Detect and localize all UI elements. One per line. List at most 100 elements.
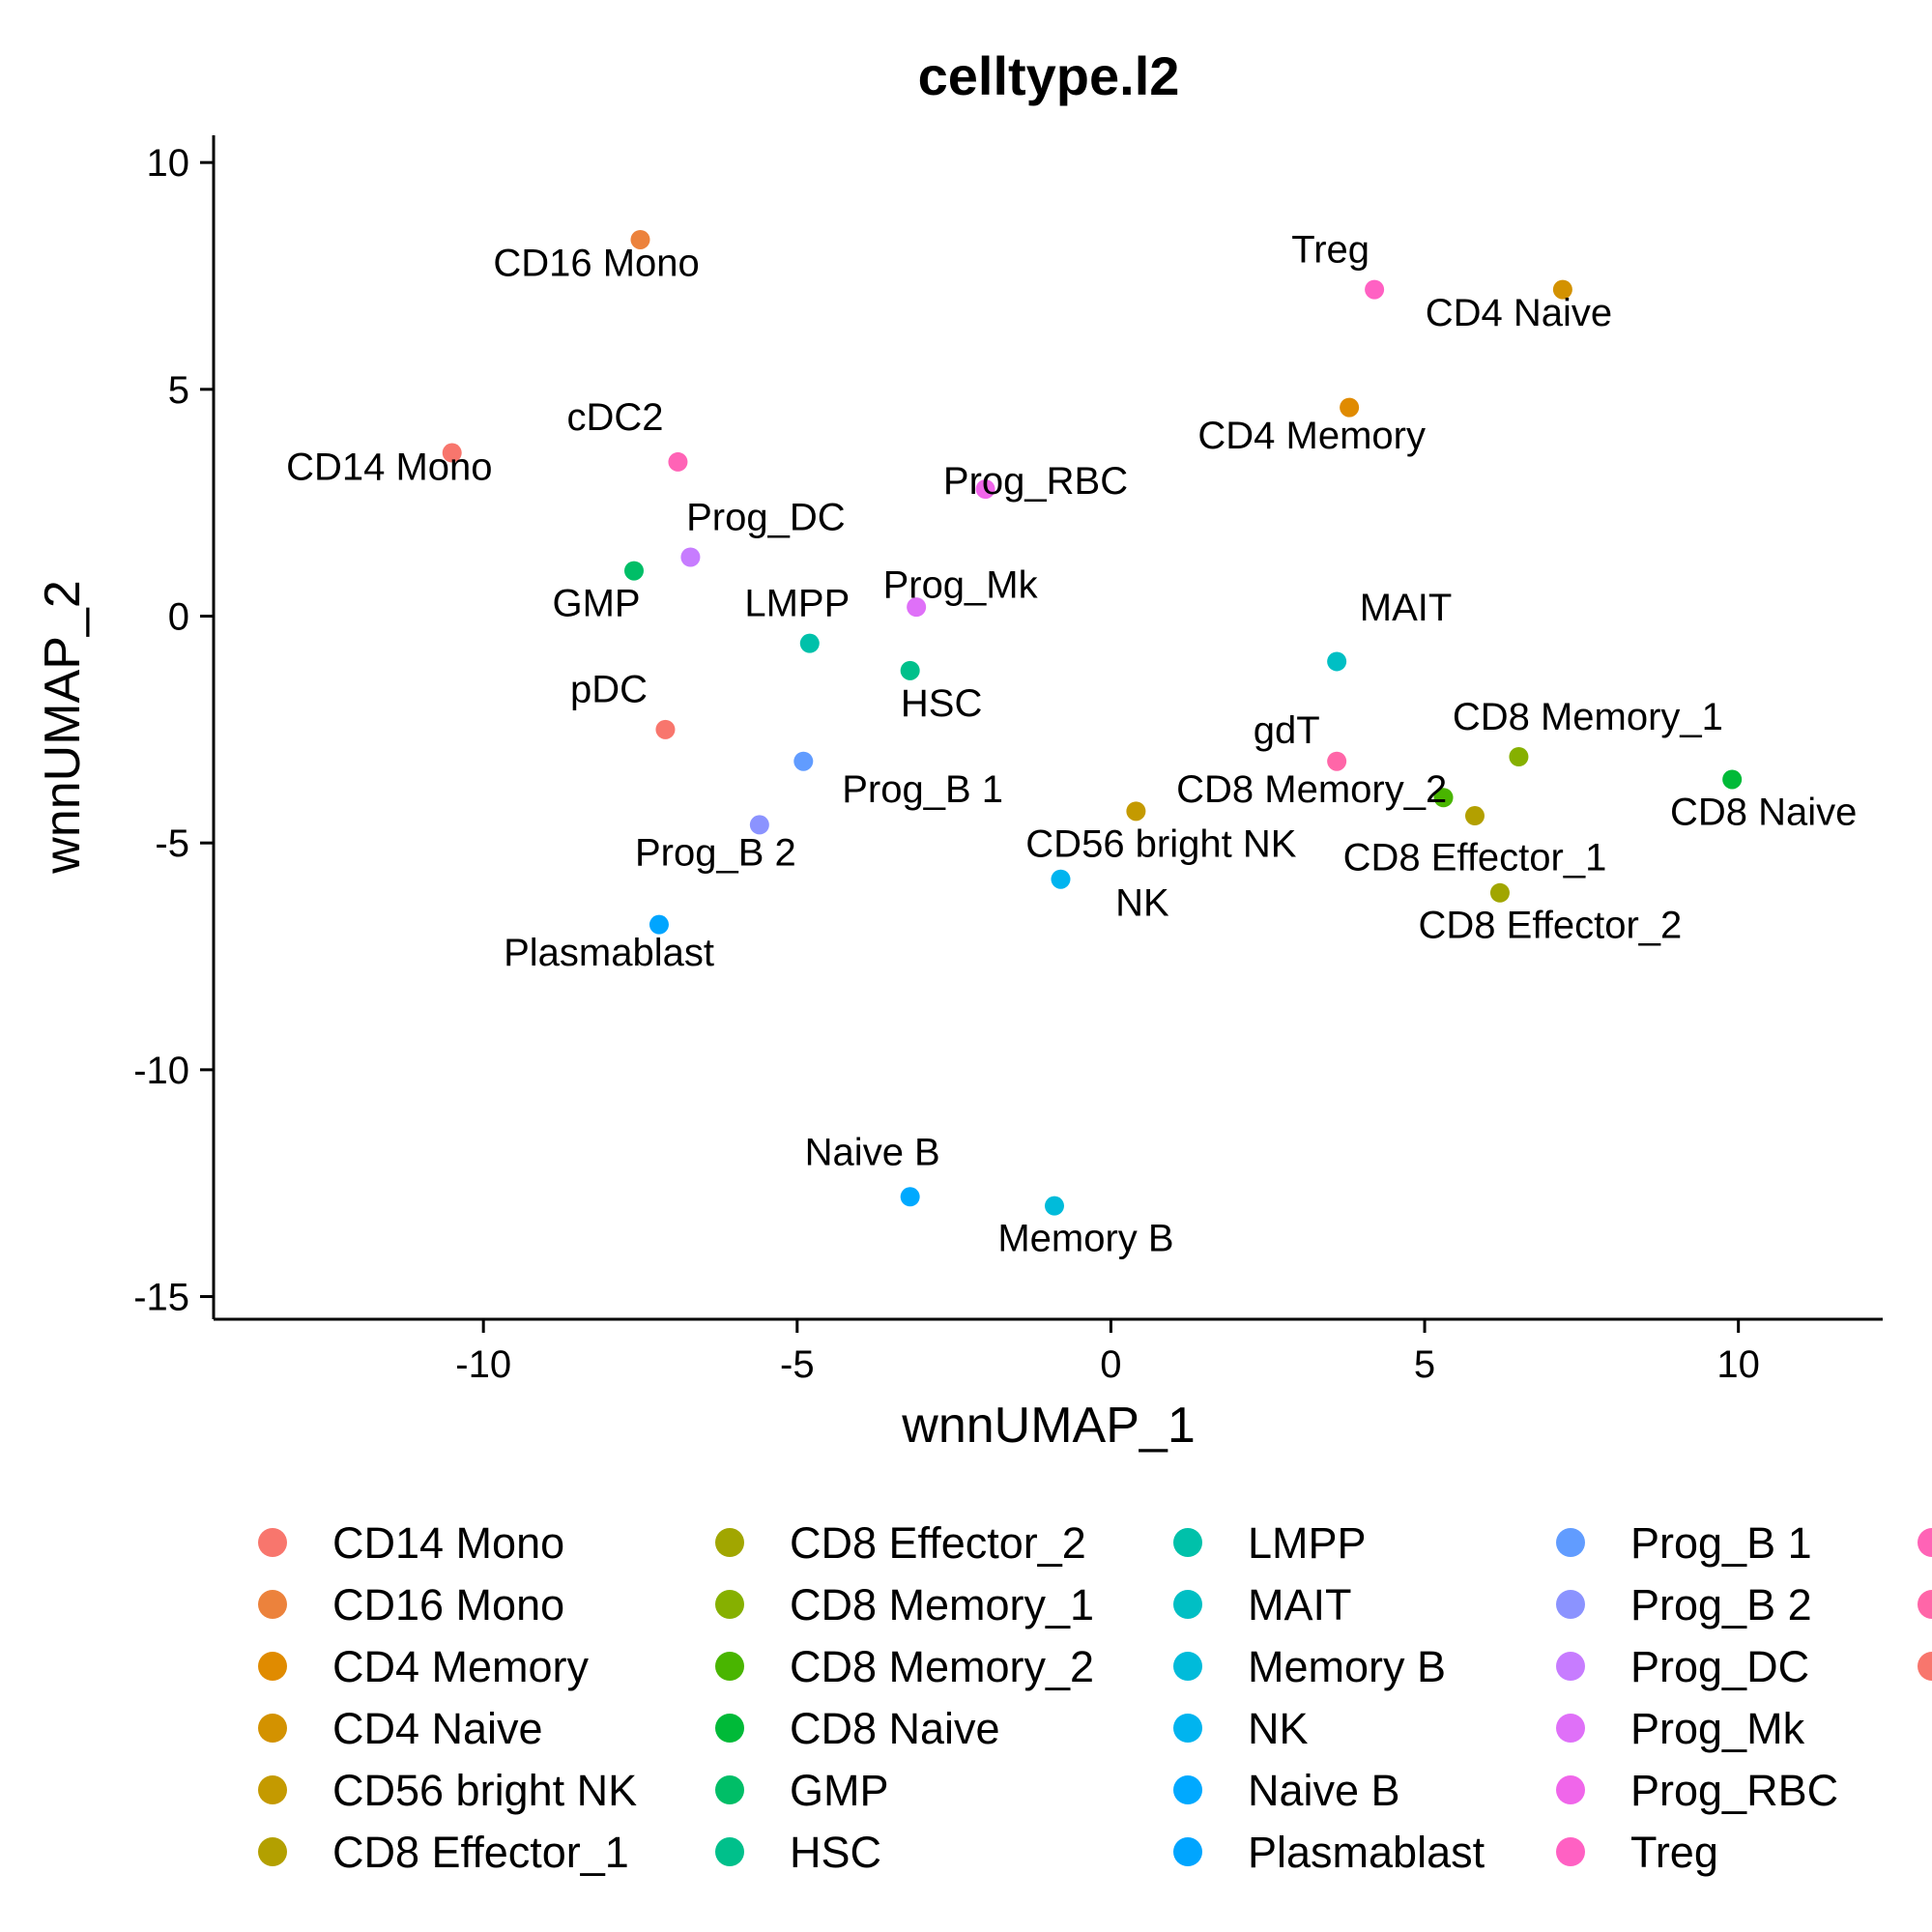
point-cd16-mono: [630, 229, 650, 249]
legend-key-mait: [1173, 1590, 1202, 1619]
cluster-label-gmp: GMP: [552, 583, 640, 625]
point-cd8-effector-2: [1489, 882, 1510, 903]
point-cd8-memory-2: [1433, 788, 1454, 808]
point-pdc: [655, 719, 676, 739]
cluster-label-plasmablast: Plasmablast: [504, 932, 714, 974]
legend-key-prog-rbc: [1556, 1775, 1585, 1804]
y-tick-label: -10: [133, 1050, 189, 1092]
point-treg: [1365, 279, 1385, 300]
point-prog-rbc: [975, 479, 995, 500]
x-ticks: -10 -5 0 5 10: [455, 1319, 1760, 1386]
legend-label-cd8-memory-2: CD8 Memory_2: [790, 1642, 1094, 1691]
cluster-label-cd4-memory: CD4 Memory: [1197, 415, 1426, 457]
legend-key-naive-b: [1173, 1775, 1202, 1804]
cluster-label-prog-b-2: Prog_B 2: [635, 832, 796, 875]
y-tick-label: -15: [133, 1277, 189, 1319]
legend-key-prog-b-2: [1556, 1590, 1585, 1619]
legend-label-cd16-mono: CD16 Mono: [332, 1580, 564, 1629]
y-ticks: 10 5 0 -5 -10 -15: [133, 142, 214, 1319]
cluster-label-cd8-naive: CD8 Naive: [1670, 791, 1857, 833]
legend-label-cd14-mono: CD14 Mono: [332, 1518, 564, 1568]
cluster-label-cd8-effector-1: CD8 Effector_1: [1343, 836, 1607, 879]
cluster-label-pdc: pDC: [570, 669, 648, 711]
cluster-label-memory-b: Memory B: [997, 1218, 1173, 1260]
point-cd14-mono: [442, 443, 462, 463]
point-cd4-memory: [1340, 397, 1360, 418]
legend-label-cd8-effector-2: CD8 Effector_2: [790, 1518, 1086, 1568]
cluster-label-cd8-effector-2: CD8 Effector_2: [1419, 905, 1683, 947]
legend-key-cd8-effector-1: [258, 1837, 287, 1866]
legend-key-cd8-naive: [715, 1714, 744, 1743]
cluster-label-cd14-mono: CD14 Mono: [286, 447, 492, 489]
legend-key-prog-b-1: [1556, 1528, 1585, 1557]
cluster-label-nk: NK: [1115, 881, 1169, 924]
cluster-label-prog-b-1: Prog_B 1: [842, 768, 1003, 811]
legend-key-cd56-bright-nk: [258, 1775, 287, 1804]
legend-key-cd14-mono: [258, 1528, 287, 1557]
cluster-label-hsc: HSC: [901, 682, 982, 725]
point-cd8-memory-1: [1509, 747, 1529, 767]
point-cd8-effector-1: [1464, 806, 1485, 826]
cluster-label-cd56-bright-nk: CD56 bright NK: [1025, 822, 1296, 865]
axes: -10 -5 0 5 10 10 5 0 -5 -10 -15: [133, 135, 1883, 1386]
point-mait: [1327, 651, 1347, 672]
cluster-label-prog-dc: Prog_DC: [686, 496, 846, 538]
legend-key-hsc: [715, 1837, 744, 1866]
legend-label-cd4-naive: CD4 Naive: [332, 1704, 543, 1753]
point-prog-b-1: [793, 751, 814, 771]
x-tick-label: 0: [1100, 1343, 1121, 1386]
legend-key-cd8-memory-2: [715, 1652, 744, 1681]
cluster-label-cd8-memory-1: CD8 Memory_1: [1453, 696, 1723, 738]
point-prog-b-2: [749, 815, 769, 835]
scatter-points: [442, 229, 1743, 1216]
legend-key-memory-b: [1173, 1652, 1202, 1681]
chart-title: celltype.l2: [918, 45, 1180, 106]
legend-label-prog-b-1: Prog_B 1: [1630, 1518, 1812, 1568]
cluster-label-cd16-mono: CD16 Mono: [493, 242, 699, 284]
legend-label-mait: MAIT: [1248, 1580, 1352, 1629]
legend-label-nk: NK: [1248, 1704, 1309, 1753]
legend-label-memory-b: Memory B: [1248, 1642, 1446, 1691]
cluster-label-cd4-naive: CD4 Naive: [1426, 292, 1612, 334]
legend-key-cd8-memory-1: [715, 1590, 744, 1619]
cluster-label-prog-mk: Prog_Mk: [883, 564, 1039, 607]
cluster-label-gdt: gdT: [1254, 709, 1320, 752]
legend-label-prog-b-2: Prog_B 2: [1630, 1580, 1812, 1629]
legend-label-plasmablast: Plasmablast: [1248, 1828, 1485, 1877]
y-tick-label: 5: [168, 369, 189, 412]
point-nk: [1051, 869, 1071, 889]
legend-key-gmp: [715, 1775, 744, 1804]
y-tick-label: 0: [168, 596, 189, 639]
point-lmpp: [799, 633, 820, 653]
x-tick-label: 5: [1414, 1343, 1435, 1386]
point-prog-mk: [907, 597, 927, 618]
legend-label-cd8-effector-1: CD8 Effector_1: [332, 1828, 629, 1877]
legend-key-cdc2: [1918, 1528, 1932, 1557]
legend-key-cd4-memory: [258, 1652, 287, 1681]
point-gmp: [623, 561, 644, 581]
legend-key-prog-mk: [1556, 1714, 1585, 1743]
legend-key-prog-dc: [1556, 1652, 1585, 1681]
x-tick-label: -5: [780, 1343, 815, 1386]
legend-label-naive-b: Naive B: [1248, 1766, 1400, 1815]
legend-key-lmpp: [1173, 1528, 1202, 1557]
point-naive-b: [900, 1187, 920, 1207]
legend-label-gmp: GMP: [790, 1766, 889, 1815]
legend-label-lmpp: LMPP: [1248, 1518, 1367, 1568]
legend-key-plasmablast: [1173, 1837, 1202, 1866]
legend-label-cd8-naive: CD8 Naive: [790, 1704, 1000, 1753]
cluster-labels: CD16 Mono CD14 Mono cDC2 Prog_DC GMP LMPP pDC H…: [286, 228, 1857, 1259]
legend-label-cd4-memory: CD4 Memory: [332, 1642, 590, 1691]
cluster-label-cdc2: cDC2: [567, 396, 664, 439]
legend-key-treg: [1556, 1837, 1585, 1866]
y-axis-title: wnnUMAP_2: [35, 580, 91, 874]
point-cd8-naive: [1722, 769, 1743, 790]
legend-label-cd8-memory-1: CD8 Memory_1: [790, 1580, 1094, 1629]
cluster-label-cd8-memory-2: CD8 Memory_2: [1176, 768, 1447, 811]
cluster-label-naive-b: Naive B: [805, 1131, 940, 1173]
legend: CD14 Mono CD16 Mono CD4 Memory CD4 Naive CD5…: [258, 1518, 1932, 1877]
point-cd56-bright-nk: [1126, 801, 1146, 822]
legend-key-cd4-naive: [258, 1714, 287, 1743]
cluster-label-lmpp: LMPP: [744, 583, 850, 625]
